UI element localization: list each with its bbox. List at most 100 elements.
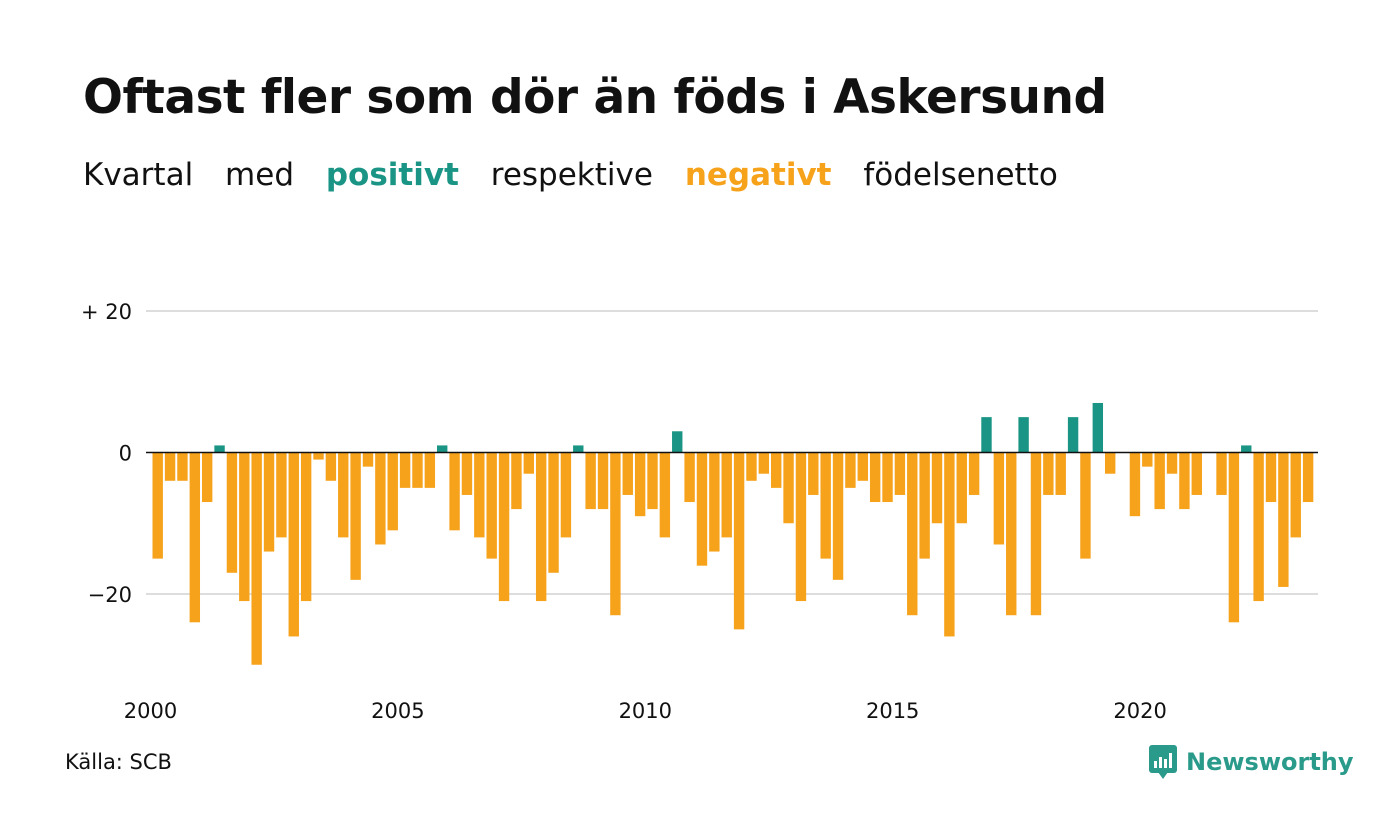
bar-negative [1216, 452, 1227, 495]
bar-negative [1080, 452, 1091, 559]
bar-negative [239, 452, 250, 602]
bar-negative [622, 452, 633, 495]
bar-negative [733, 452, 745, 630]
bar-negative [300, 452, 312, 602]
bar-positive [214, 445, 225, 453]
bar-negative [585, 452, 596, 510]
bar-negative [1043, 452, 1054, 495]
chart-subtitle: Kvartal med positivt respektive negativt… [83, 157, 1080, 193]
bar-negative [474, 452, 485, 538]
bar-negative [548, 452, 559, 573]
bar-negative [869, 452, 881, 503]
bar-negative [1253, 452, 1264, 602]
subtitle-word-fodelsenetto: födelsenetto [863, 157, 1058, 193]
bar-negative [288, 452, 299, 637]
bar-negative [276, 452, 287, 538]
subtitle-positive-label: positivt [325, 157, 459, 193]
bar-negative [399, 452, 411, 488]
bar-negative [795, 452, 807, 602]
bar-negative [1290, 452, 1301, 538]
bar-negative [251, 452, 262, 665]
bar-positive [1241, 445, 1252, 453]
bar-positive [573, 445, 584, 453]
chart-title: Oftast fler som dör än föds i Askersund [83, 70, 1107, 125]
bar-negative [1154, 452, 1165, 510]
bar-negative [201, 452, 213, 503]
bar-positive [1018, 417, 1029, 453]
bar-negative [1055, 452, 1066, 495]
newsworthy-logo-text: Newsworthy [1186, 748, 1354, 776]
bar-negative [721, 452, 732, 538]
bar-negative [560, 452, 572, 538]
newsworthy-logo: Newsworthy [1148, 744, 1354, 780]
bar-negative [177, 452, 188, 481]
y-tick-label: + 20 [81, 300, 132, 324]
x-tick-label: 2000 [124, 699, 177, 723]
bar-negative [634, 452, 646, 517]
bar-negative [993, 452, 1005, 545]
bar-positive [437, 445, 448, 453]
bar-negative [944, 452, 955, 637]
bar-negative [659, 452, 671, 538]
subtitle-negative-label: negativt [684, 157, 832, 193]
bar-negative [449, 452, 460, 531]
bar-negative [1030, 452, 1042, 616]
source-label: Källa: SCB [65, 750, 172, 774]
bar-negative [412, 452, 423, 488]
x-tick-label: 2020 [1113, 699, 1166, 723]
bar-negative [684, 452, 695, 503]
bar-negative [387, 452, 398, 531]
bar-negative [164, 452, 176, 481]
bar-negative [1142, 452, 1153, 467]
y-tick-label: 0 [119, 442, 132, 466]
bar-negative [783, 452, 794, 524]
bar-negative [832, 452, 844, 580]
bar-negative [931, 452, 943, 524]
bar-negative [1166, 452, 1178, 474]
bar-negative [486, 452, 497, 559]
bar-negative [857, 452, 868, 481]
bar-positive [981, 417, 992, 453]
bar-negative [461, 452, 473, 495]
bar-negative [845, 452, 856, 488]
x-tick-label: 2010 [619, 699, 672, 723]
bar-negative [1104, 452, 1116, 474]
bar-negative [535, 452, 547, 602]
x-tick-label: 2005 [371, 699, 424, 723]
bar-negative [424, 452, 436, 488]
bar-negative [968, 452, 980, 495]
bar-negative [647, 452, 658, 510]
bar-negative [1129, 452, 1141, 517]
bar-negative [1006, 452, 1017, 616]
bar-negative [956, 452, 967, 524]
bar-negative [152, 452, 163, 559]
bar-negative [894, 452, 906, 495]
bar-negative [1179, 452, 1190, 510]
bar-negative [820, 452, 831, 559]
bar-negative [523, 452, 534, 474]
bar-negative [498, 452, 510, 602]
bar-negative [907, 452, 918, 616]
bar-negative [610, 452, 621, 616]
bar-positive [672, 431, 683, 453]
bar-negative [313, 452, 324, 460]
bar-negative [1191, 452, 1202, 495]
y-tick-label: −20 [88, 583, 132, 607]
bar-negative [758, 452, 770, 474]
subtitle-word-kvartal: Kvartal [83, 157, 194, 193]
bar-negative [362, 452, 374, 467]
bar-negative [189, 452, 201, 623]
bar-negative [1302, 452, 1314, 503]
bar-negative [1278, 452, 1289, 587]
bar-negative [511, 452, 522, 510]
subtitle-word-respektive: respektive [490, 157, 653, 193]
bar-negative [696, 452, 708, 566]
bar-negative [709, 452, 720, 552]
bar-negative [919, 452, 930, 559]
bar-negative [808, 452, 819, 495]
bar-negative [263, 452, 275, 552]
newsworthy-logo-icon [1149, 745, 1177, 779]
bar-negative [597, 452, 609, 510]
bar-positive [1067, 417, 1079, 453]
